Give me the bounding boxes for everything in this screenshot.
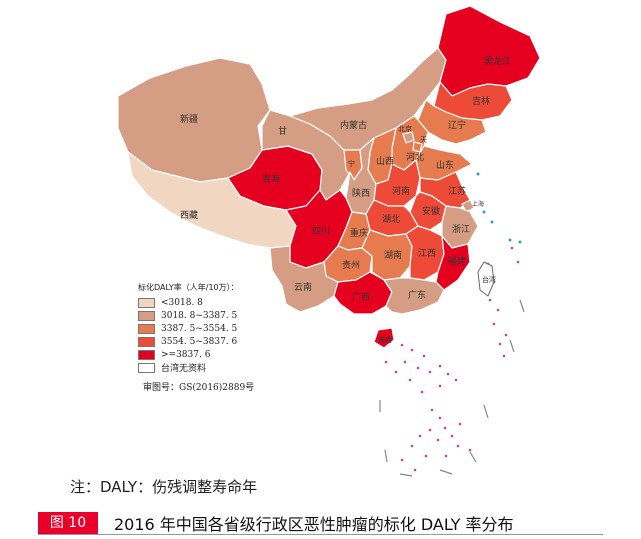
figure-number-badge: 图 10 bbox=[38, 512, 98, 534]
legend-label: 3554. 5~3837. 6 bbox=[161, 336, 238, 347]
legend-swatch bbox=[138, 362, 155, 373]
label-guangxi: 广西 bbox=[352, 291, 370, 303]
boundary-dashes bbox=[379, 299, 525, 477]
legend-swatch bbox=[138, 323, 155, 334]
figure-caption-bar: 图 10 2016 年中国各省级行政区恶性肿瘤的标化 DALY 率分布 bbox=[38, 512, 603, 535]
sea-islets bbox=[476, 172, 522, 266]
label-hubei: 湖北 bbox=[382, 214, 400, 225]
province-labels: 新疆 西藏 青海 甘 内蒙古 黑龙江 吉林 辽宁 北京 天 河北 山西 山东 宁… bbox=[180, 55, 511, 344]
label-taiwan: 台湾 bbox=[482, 275, 496, 284]
label-sichuan: 四川 bbox=[312, 227, 330, 237]
label-gansu: 甘 bbox=[278, 125, 287, 137]
legend-item: 台湾无资料 bbox=[138, 362, 288, 374]
label-tianjin: 天 bbox=[420, 136, 427, 144]
legend-label: 3018. 8~3387. 5 bbox=[161, 310, 238, 321]
label-chongqing: 重庆 bbox=[350, 227, 368, 239]
province-guangdong bbox=[383, 277, 445, 315]
label-jiangxi: 江西 bbox=[418, 248, 436, 259]
label-heilongjiang: 黑龙江 bbox=[484, 55, 511, 67]
label-beijing: 北京 bbox=[398, 124, 412, 133]
label-shaanxi: 陕西 bbox=[352, 187, 370, 199]
legend-label: 3387. 5~3554. 5 bbox=[161, 323, 238, 334]
label-guangdong: 广东 bbox=[408, 289, 426, 301]
label-henan: 河南 bbox=[392, 185, 410, 197]
label-qinghai: 青海 bbox=[262, 173, 280, 185]
label-shandong: 山东 bbox=[436, 159, 454, 171]
legend: 标化DALY率（人年/10万）： <3018. 8 3018. 8~3387. … bbox=[138, 282, 288, 375]
label-shanxi: 山西 bbox=[376, 156, 394, 167]
legend-item: 3554. 5~3837. 6 bbox=[138, 336, 288, 347]
legend-swatch bbox=[138, 336, 155, 347]
legend-swatch bbox=[138, 297, 155, 308]
map-review-number: 审图号：GS(2016)2889号 bbox=[143, 383, 255, 393]
label-xinjiang: 新疆 bbox=[180, 113, 198, 125]
label-shanghai: 上海 bbox=[472, 200, 484, 208]
province-fujian bbox=[435, 235, 471, 291]
footnote: 注：DALY：伤残调整寿命年 bbox=[70, 478, 258, 496]
label-ningxia: 宁 bbox=[348, 159, 355, 168]
province-beijing bbox=[402, 131, 415, 144]
label-zhejiang: 浙江 bbox=[452, 223, 470, 235]
label-hebei: 河北 bbox=[406, 151, 424, 163]
legend-label: <3018. 8 bbox=[161, 297, 203, 308]
legend-label: 台湾无资料 bbox=[161, 364, 207, 374]
label-neimenggu: 内蒙古 bbox=[340, 119, 367, 131]
label-yunnan: 云南 bbox=[294, 281, 312, 293]
label-anhui: 安徽 bbox=[422, 205, 440, 217]
legend-label: >=3837. 6 bbox=[161, 349, 211, 360]
label-xizang: 西藏 bbox=[180, 209, 198, 221]
south-china-sea-islands bbox=[384, 246, 520, 472]
legend-item: >=3837. 6 bbox=[138, 349, 288, 360]
label-hunan: 湖南 bbox=[384, 249, 402, 261]
label-liaoning: 辽宁 bbox=[448, 119, 466, 131]
province-hainan bbox=[373, 327, 395, 349]
legend-title: 标化DALY率（人年/10万）： bbox=[138, 283, 239, 292]
label-hainan: 海南 bbox=[378, 335, 392, 344]
label-jiangsu: 江苏 bbox=[448, 185, 466, 197]
label-guizhou: 贵州 bbox=[342, 259, 360, 271]
label-fujian: 福建 bbox=[448, 255, 466, 267]
legend-item: 3387. 5~3554. 5 bbox=[138, 323, 288, 334]
legend-swatch bbox=[138, 310, 155, 321]
china-map: 新疆 西藏 青海 甘 内蒙古 黑龙江 吉林 辽宁 北京 天 河北 山西 山东 宁… bbox=[117, 5, 541, 477]
figure-caption: 2016 年中国各省级行政区恶性肿瘤的标化 DALY 率分布 bbox=[114, 515, 514, 534]
label-jilin: 吉林 bbox=[472, 95, 490, 107]
legend-item: <3018. 8 bbox=[138, 297, 288, 308]
province-taiwan bbox=[477, 261, 495, 297]
province-heilongjiang bbox=[437, 5, 541, 97]
legend-swatch bbox=[138, 349, 155, 360]
legend-item: 3018. 8~3387. 5 bbox=[138, 310, 288, 321]
